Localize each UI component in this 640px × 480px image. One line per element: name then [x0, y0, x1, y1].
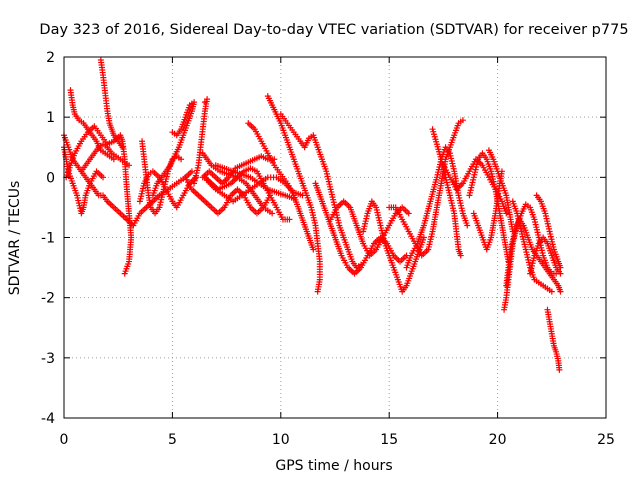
y-tick-label: -1 [41, 231, 55, 247]
series-arc-17 [245, 120, 317, 253]
series-arc-15 [199, 150, 276, 217]
plot-markers [61, 57, 564, 373]
series-arc-29 [485, 147, 516, 235]
series-arc-9 [149, 99, 198, 199]
y-tick-label: 2 [46, 50, 55, 66]
x-tick-label: 25 [597, 432, 615, 448]
marker-arc [533, 192, 564, 271]
series-arc-5 [78, 141, 133, 175]
x-tick-label: 10 [272, 432, 290, 448]
x-tick-label: 15 [380, 432, 398, 448]
series-arc-16 [212, 162, 297, 202]
marker-arc [78, 141, 133, 175]
y-axis-label: SDTVAR / TECUs [7, 181, 23, 296]
y-tick-label: 1 [46, 110, 55, 126]
series-arc-22 [360, 198, 427, 295]
series-arc-35 [533, 192, 564, 271]
marker-arc [149, 99, 198, 199]
marker-arc [212, 162, 297, 202]
marker-arc [485, 147, 516, 235]
series-arc-21 [327, 198, 412, 259]
series-arc-18 [264, 93, 323, 295]
x-tick-label: 5 [168, 432, 177, 448]
x-tick-labels: 0 5 10 15 20 25 [60, 432, 615, 448]
series-arc-34 [544, 306, 563, 373]
marker-arc [199, 150, 276, 217]
x-axis-label: GPS time / hours [275, 458, 392, 474]
marker-arc [360, 198, 427, 295]
y-tick-label: -2 [41, 291, 55, 307]
x-tick-label: 0 [60, 432, 69, 448]
y-tick-label: -4 [41, 411, 55, 427]
y-tick-label: 0 [46, 170, 55, 186]
marker-arc [97, 57, 126, 151]
marker-arc [509, 198, 555, 295]
marker-arc [527, 234, 564, 277]
y-tick-label: -3 [41, 351, 55, 367]
y-tick-labels: -4 -3 -2 -1 0 1 2 [41, 50, 55, 427]
marker-arc [544, 306, 563, 373]
series-arc-33 [527, 234, 564, 277]
series-arc-10 [191, 96, 211, 187]
x-tick-label: 20 [489, 432, 507, 448]
marker-arc [191, 96, 211, 187]
grid [64, 57, 606, 418]
marker-arc [264, 93, 323, 295]
chart-title: Day 323 of 2016, Sidereal Day-to-day VTE… [39, 22, 628, 38]
series-arc-6 [97, 57, 126, 151]
marker-arc [466, 150, 512, 265]
marker-arc [245, 120, 317, 253]
series-arc-1 [61, 144, 107, 217]
plot-frame [63, 56, 607, 419]
series-arc-32 [509, 198, 555, 295]
marker-arc [61, 144, 107, 217]
marker-arc [327, 198, 412, 259]
series-arc-27 [466, 150, 512, 265]
